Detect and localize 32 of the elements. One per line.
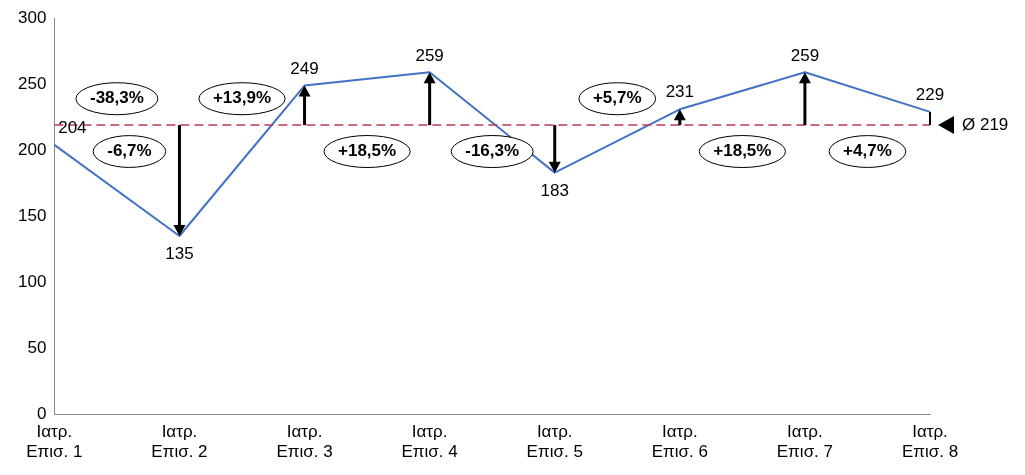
x-tick-label: Ιατρ. Επισ. 2 [151,422,208,462]
data-label: 259 [415,45,444,65]
annotation: +5,7% [592,88,642,108]
data-label: 231 [665,82,695,102]
annotation: -16,3% [465,141,520,161]
annotation: -38,3% [89,88,144,108]
data-label: 135 [165,244,194,264]
y-tick-label: 200 [17,139,47,159]
x-tick-label: Ιατρ. Επισ. 5 [526,422,583,462]
annotation: +18,5% [713,141,772,161]
y-tick-label: 300 [17,7,47,27]
data-label: 204 [58,118,87,138]
annotation: +13,9% [212,88,272,108]
ref-line-label: Ø 219 [962,114,1009,134]
y-tick-label: 0 [36,403,47,423]
y-tick-label: 100 [17,271,47,291]
x-tick-label: Ιατρ. Επισ. 7 [776,422,834,462]
y-tick-label: 150 [17,205,47,225]
annotation: +4,7% [843,141,892,161]
x-tick-label: Ιατρ. Επισ. 6 [651,422,708,462]
x-tick-label: Ιατρ. Επισ. 4 [401,422,458,462]
x-tick-label: Ιατρ. Επισ. 1 [26,422,83,462]
y-tick-label: 250 [17,73,47,93]
y-tick-label: 50 [27,337,47,357]
data-label: 183 [540,180,569,200]
annotation: -6,7% [107,141,152,161]
data-label: 249 [290,58,319,78]
x-tick-label: Ιατρ. Επισ. 8 [901,422,959,462]
x-tick-label: Ιατρ. Επισ. 3 [276,422,333,462]
data-label: 259 [790,45,820,65]
data-label: 229 [915,85,945,105]
annotation: +18,5% [338,141,397,161]
